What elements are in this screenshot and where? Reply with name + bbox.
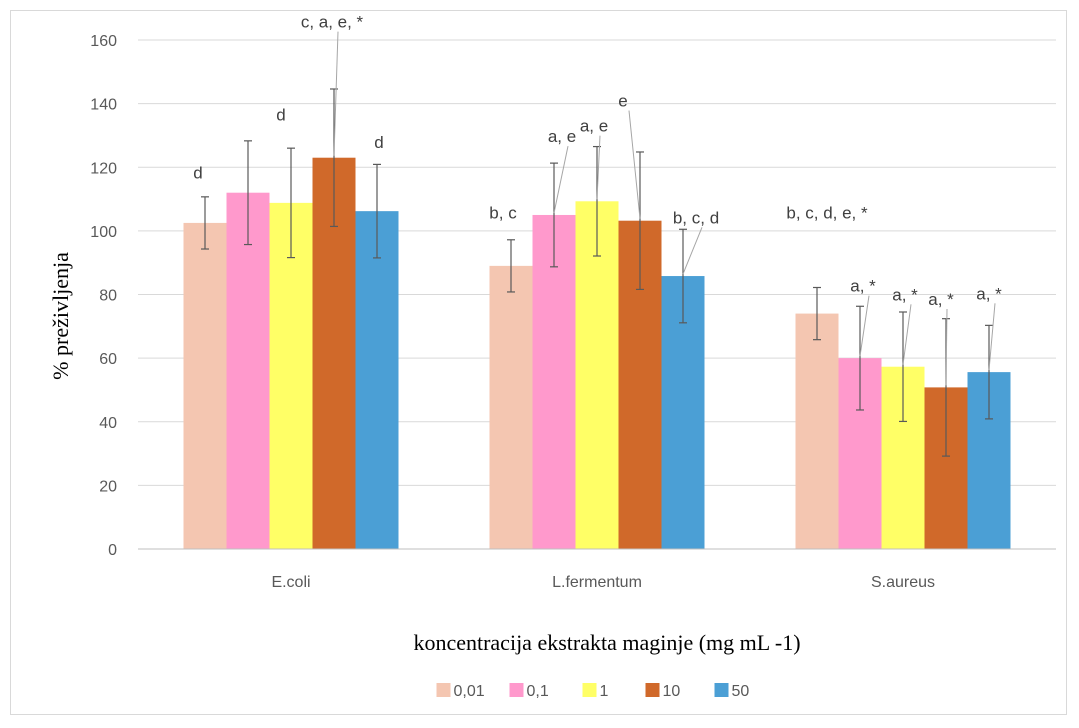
- error-bars: [201, 88, 993, 457]
- bar: [183, 222, 227, 549]
- bar: [355, 211, 399, 549]
- bar-annotation: a, e: [580, 117, 608, 136]
- bar-annotation: b, c: [489, 204, 517, 223]
- y-tick-label: 140: [90, 97, 117, 114]
- bar-annotation: a, *: [850, 277, 876, 296]
- annotation-leader: [859, 295, 870, 357]
- bar-annotation: a, *: [928, 290, 954, 309]
- annotation-leader: [553, 146, 569, 214]
- bar: [226, 192, 270, 549]
- x-category-label: S.aureus: [871, 574, 935, 591]
- y-tick-label: 40: [99, 415, 117, 432]
- bar-annotation: a, *: [976, 284, 1002, 303]
- bar: [575, 201, 619, 549]
- y-tick-label: 80: [99, 288, 117, 305]
- bar-annotation: d: [374, 133, 383, 152]
- bar-annotation: a, e: [548, 127, 576, 146]
- y-axis-title: % preživljenja: [48, 252, 73, 380]
- y-tick-label: 120: [90, 160, 117, 177]
- y-tick-label: 60: [99, 351, 117, 368]
- legend: 0,01 0,1 1 10 50: [436, 683, 750, 700]
- annotation-leader: [628, 110, 641, 219]
- legend-swatch: [645, 683, 660, 697]
- legend-label: 50: [732, 683, 750, 700]
- bar-annotation: e: [618, 92, 627, 111]
- bar: [795, 313, 839, 549]
- y-tick-label: 0: [108, 542, 117, 559]
- bar: [269, 202, 313, 549]
- annotations: d d c, a, e, * d b, c a, ea, e e b, c, d b, c, d…: [193, 13, 1002, 309]
- annotation-leader: [682, 227, 703, 275]
- annotation-leaders: [333, 31, 996, 386]
- legend-label: 10: [663, 683, 681, 700]
- bar: [532, 214, 576, 549]
- y-tick-label: 20: [99, 478, 117, 495]
- legend-label: 0,1: [527, 683, 549, 700]
- bar-annotation: d: [276, 106, 285, 125]
- annotation-leader: [902, 304, 912, 365]
- x-category-label: E.coli: [271, 574, 310, 591]
- legend-swatch: [436, 683, 451, 697]
- legend-swatch: [509, 683, 524, 697]
- annotation-leader: [333, 31, 339, 156]
- legend-label: 1: [600, 683, 609, 700]
- bar: [489, 265, 533, 549]
- bar-annotation: c, a, e, *: [301, 13, 364, 32]
- x-axis-categories: E.coli L.fermentum S.aureus: [271, 574, 935, 591]
- bars: [183, 157, 1011, 550]
- legend-swatch: [582, 683, 597, 697]
- x-category-label: L.fermentum: [552, 574, 642, 591]
- annotation-leader: [988, 303, 996, 371]
- x-axis-title: koncentracija ekstrakta maginje (mg mL -…: [413, 630, 800, 655]
- annotation-leader: [596, 135, 601, 200]
- y-axis-ticks: 0 20 40 60 80 100 120 140 160: [90, 33, 117, 559]
- bar-annotation: a, *: [892, 285, 918, 304]
- legend-label: 0,01: [454, 683, 485, 700]
- bar-annotation: b, c, d: [673, 208, 719, 227]
- y-tick-label: 100: [90, 224, 117, 241]
- bar-annotation: d: [193, 164, 202, 183]
- legend-swatch: [714, 683, 729, 697]
- y-tick-label: 160: [90, 33, 117, 50]
- annotation-leader: [945, 309, 948, 386]
- bar-annotation: b, c, d, e, *: [786, 204, 868, 223]
